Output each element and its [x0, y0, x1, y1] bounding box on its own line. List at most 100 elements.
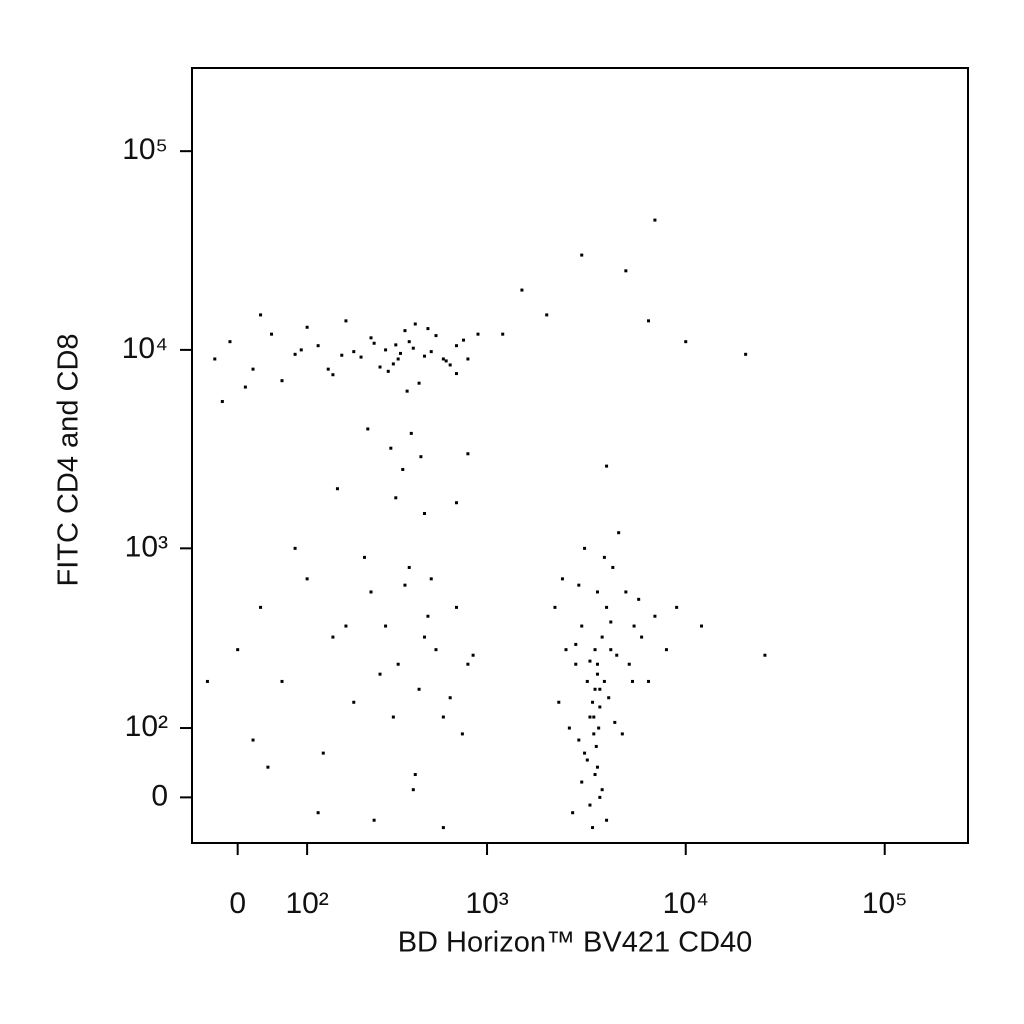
dot — [251, 738, 255, 742]
dot — [675, 605, 679, 609]
dot — [331, 635, 335, 639]
dot — [602, 555, 606, 559]
dot — [344, 624, 348, 628]
dot — [574, 642, 578, 646]
dot — [605, 818, 609, 822]
dot — [595, 672, 599, 676]
dot — [280, 679, 284, 683]
y-axis-title: FITC CD4 and CD8 — [53, 333, 85, 586]
dot — [571, 811, 575, 815]
dot — [664, 648, 668, 652]
dot — [460, 732, 464, 736]
dot — [653, 614, 657, 618]
dot — [653, 218, 657, 222]
dot — [593, 773, 597, 777]
dot — [588, 659, 592, 663]
dot — [293, 352, 297, 356]
dot — [384, 348, 388, 352]
dot — [326, 367, 330, 371]
dot — [448, 696, 452, 700]
dot — [321, 751, 325, 755]
dot — [454, 344, 458, 348]
dot — [624, 590, 628, 594]
dot — [389, 446, 393, 450]
dot — [744, 352, 748, 356]
dot — [585, 758, 589, 762]
dot — [426, 327, 430, 331]
dot — [471, 653, 475, 657]
dot — [647, 679, 651, 683]
dot — [434, 334, 438, 338]
dot — [386, 369, 390, 373]
dot — [580, 624, 584, 628]
dot — [259, 313, 263, 317]
dot — [220, 399, 224, 403]
dot — [344, 319, 348, 323]
dot — [362, 555, 366, 559]
dot — [422, 512, 426, 516]
dot — [384, 624, 388, 628]
dot — [466, 662, 470, 666]
dot — [434, 648, 438, 652]
dot — [592, 715, 596, 719]
dot — [684, 340, 688, 344]
dot — [213, 357, 217, 361]
dot — [763, 653, 767, 657]
dot — [316, 344, 320, 348]
dot — [617, 531, 621, 535]
dot — [259, 605, 263, 609]
dot — [401, 467, 405, 471]
dot — [585, 679, 589, 683]
dot — [419, 455, 423, 459]
dot — [228, 340, 232, 344]
dot — [583, 546, 587, 550]
dot — [378, 672, 382, 676]
dot — [583, 751, 587, 755]
y-tick-label: 10³ — [125, 530, 168, 563]
dot — [454, 501, 458, 505]
dot — [466, 452, 470, 456]
dot — [593, 687, 597, 691]
dot — [407, 565, 411, 569]
dot — [598, 687, 602, 691]
dot — [594, 744, 598, 748]
dot — [398, 351, 402, 355]
dot — [372, 341, 376, 345]
dot — [574, 662, 578, 666]
dot — [403, 583, 407, 587]
dot — [417, 687, 421, 691]
dot — [624, 269, 628, 273]
dot — [422, 354, 426, 358]
dot — [409, 431, 413, 435]
dot — [593, 648, 597, 652]
dot — [637, 597, 641, 601]
x-axis-title: BD Horizon™ BV421 CD40 — [398, 927, 753, 959]
dot — [545, 313, 549, 317]
dot — [598, 705, 602, 709]
dot — [632, 624, 636, 628]
x-tick-label: 0 — [229, 887, 246, 920]
dot — [369, 590, 373, 594]
x-tick-label: 10⁵ — [862, 887, 908, 920]
dot — [588, 803, 592, 807]
dot — [454, 372, 458, 376]
dot — [613, 720, 617, 724]
dot — [591, 826, 595, 830]
dot — [580, 780, 584, 784]
dot — [580, 253, 584, 257]
dot — [205, 679, 209, 683]
x-tick-label: 10² — [285, 887, 328, 920]
dot — [588, 715, 592, 719]
dot — [611, 565, 615, 569]
dot — [270, 332, 274, 336]
dot — [391, 715, 395, 719]
dot — [403, 329, 407, 333]
dot — [251, 367, 255, 371]
dot — [422, 635, 426, 639]
dot — [600, 788, 604, 792]
dot — [567, 726, 571, 730]
dot — [372, 818, 376, 822]
dot — [600, 635, 604, 639]
dot — [501, 332, 505, 336]
dot — [560, 577, 564, 581]
